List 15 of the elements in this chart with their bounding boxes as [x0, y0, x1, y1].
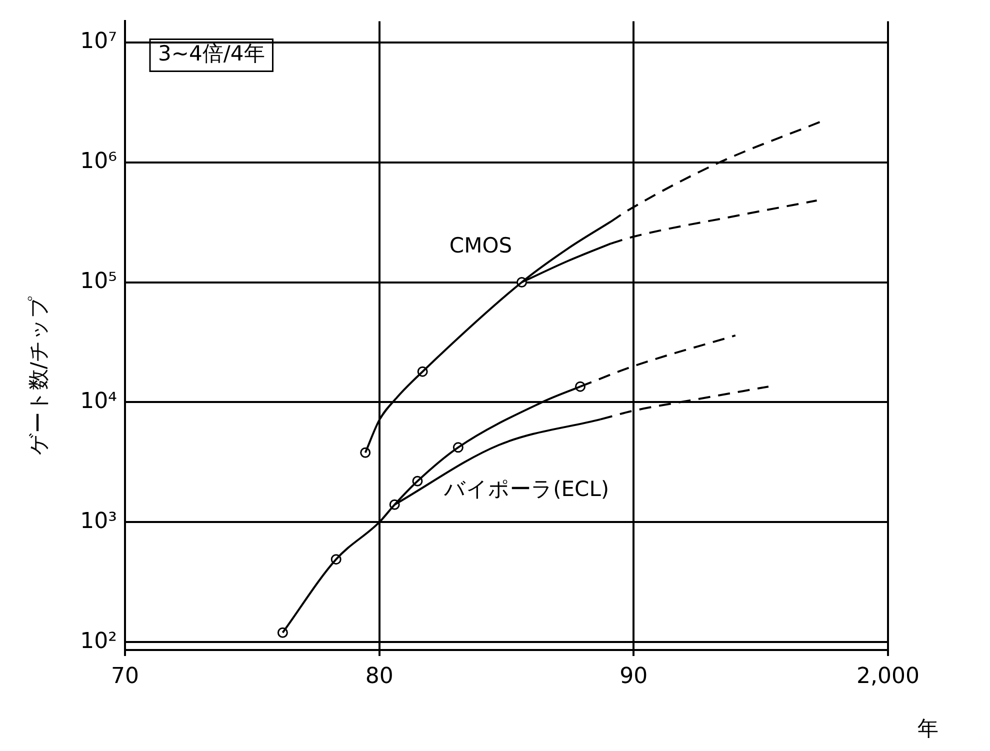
x-tick-label: 2,000: [856, 664, 920, 689]
x-tick-label: 90: [620, 664, 648, 689]
x-tick-label: 70: [111, 664, 139, 689]
y-tick-label: 10⁷: [80, 29, 117, 54]
annotation: 3~4倍/4年: [158, 42, 265, 66]
series-label: CMOS: [449, 234, 512, 258]
y-tick-label: 10³: [80, 508, 117, 534]
y-axis-title: ゲート数/チップ: [26, 296, 50, 456]
x-tick-label: 80: [365, 664, 394, 689]
y-tick-label: 10⁶: [80, 149, 118, 174]
series-label: バイポーラ(ECL): [443, 477, 610, 502]
y-tick-label: 10⁵: [80, 268, 117, 294]
y-tick-label: 10²: [80, 628, 117, 654]
y-tick-label: 10⁴: [80, 388, 118, 414]
x-axis-title: 年: [918, 716, 938, 740]
